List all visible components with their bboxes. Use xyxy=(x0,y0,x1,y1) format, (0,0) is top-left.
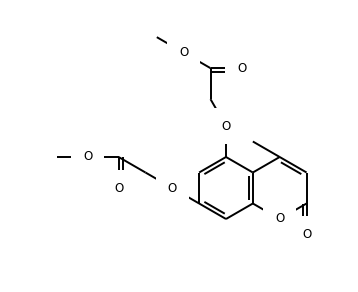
Text: O: O xyxy=(168,182,177,194)
Text: O: O xyxy=(302,228,311,241)
Text: O: O xyxy=(83,150,92,164)
Text: O: O xyxy=(114,182,123,194)
Text: O: O xyxy=(237,62,246,75)
Text: O: O xyxy=(179,46,188,59)
Text: O: O xyxy=(275,213,284,225)
Text: O: O xyxy=(221,119,231,133)
